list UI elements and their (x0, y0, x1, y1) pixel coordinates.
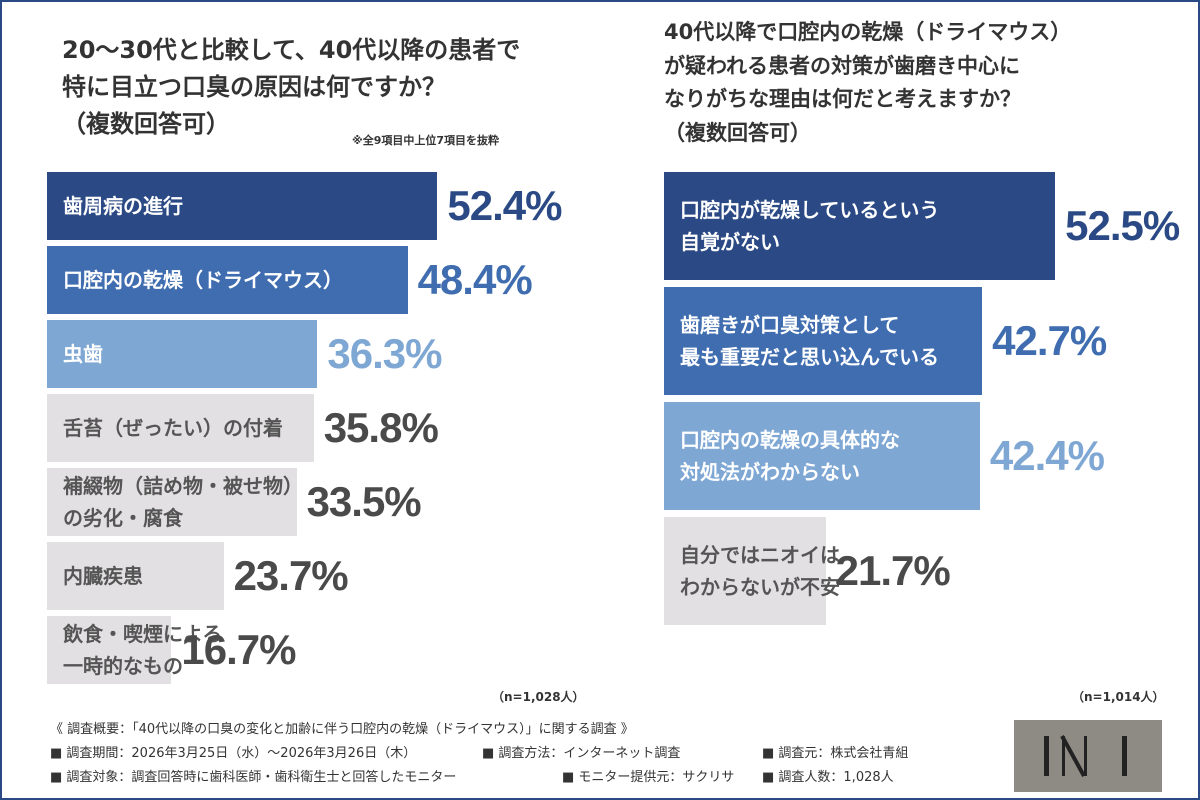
category-label: 飲食・喫煙による 一時的なもの (63, 622, 223, 678)
footer-title: 《 調査概要：「40代以降の口臭の変化と加齢に伴う口腔内の乾燥（ドライマウス）」… (50, 722, 634, 737)
bar (47, 246, 408, 314)
category-label: 舌苔（ぜったい）の付着 (63, 416, 283, 440)
footer-item: ■ 調査人数：1,028人 (762, 770, 894, 785)
category-label: 口腔内が乾燥しているという 自覚がない (680, 198, 940, 254)
note: ※全9項目中上位7項目を抜粋 (352, 134, 500, 147)
bar (47, 468, 297, 536)
footer-item: ■ 調査期間：2026年3月25日（水）～2026年3月26日（木） (50, 746, 417, 761)
category-label: 口腔内の乾燥（ドライマウス） (63, 268, 343, 292)
value-label: 42.7% (992, 317, 1107, 364)
value-label: 52.4% (447, 182, 562, 229)
category-label: 自分ではニオイは わからないが不安 (680, 543, 840, 599)
logo (1014, 720, 1162, 792)
bar (47, 616, 172, 684)
footer-item: ■ モニター提供元：サクリサ (562, 770, 735, 785)
bar (47, 394, 314, 462)
sample-size: （n=1,028人） (492, 690, 585, 704)
value-label: 23.7% (233, 552, 349, 599)
value-label: 21.7% (835, 547, 951, 594)
category-label: 口腔内の乾燥の具体的な 対処法がわからない (680, 428, 900, 484)
value-label: 33.5% (306, 478, 422, 525)
value-label: 35.8% (323, 404, 439, 451)
value-label: 36.3% (327, 330, 442, 377)
value-label: 42.4% (989, 432, 1105, 479)
value-label: 16.7% (181, 626, 296, 673)
bar (47, 320, 318, 388)
chart-title: 40代以降で口腔内の乾燥（ドライマウス） が疑われる患者の対策が歯磨き中心に な… (664, 20, 1072, 145)
footer-item: ■ 調査対象：調査回答時に歯科医師・歯科衛生士と回答したモニター (50, 770, 457, 785)
bar (47, 542, 224, 610)
category-label: 内臓疾患 (63, 564, 143, 588)
bar (664, 517, 826, 625)
footer-item: ■ 調査元：株式会社青組 (762, 746, 909, 761)
chart-title: 20～30代と比較して、40代以降の患者で 特に目立つ口臭の原因は何ですか？ （… (62, 36, 521, 139)
category-label: 補綴物（詰め物・被せ物） の劣化・腐食 (63, 474, 303, 530)
sample-size: （n=1,014人） (1072, 690, 1165, 704)
category-label: 虫歯 (63, 342, 103, 366)
value-label: 48.4% (417, 256, 533, 303)
bar (664, 172, 1056, 280)
value-label: 52.5% (1065, 202, 1180, 249)
bar (47, 172, 438, 240)
bar (664, 402, 980, 510)
footer-item: ■ 調査方法：インターネット調査 (482, 746, 681, 761)
category-label: 歯周病の進行 (63, 194, 183, 218)
category-label: 歯磨きが口臭対策として 最も重要だと思い込んでいる (680, 313, 939, 369)
bar (664, 287, 983, 395)
